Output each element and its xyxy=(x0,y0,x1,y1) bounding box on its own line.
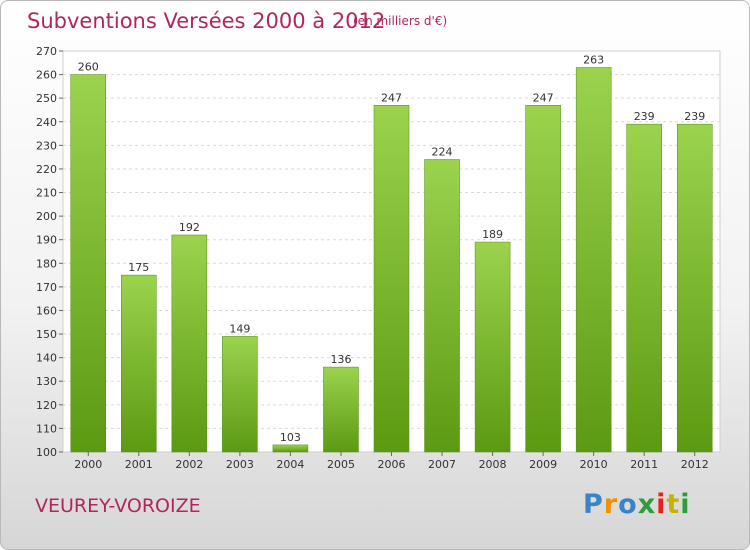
bar-2011 xyxy=(626,123,662,453)
chart-title: Subventions Versées 2000 à 2012 xyxy=(27,9,386,33)
y-tick-label: 100 xyxy=(36,446,57,459)
data-label-2012: 239 xyxy=(684,110,705,123)
proxiti-logo: Proxiti xyxy=(583,489,691,520)
bar-2002 xyxy=(171,234,208,453)
x-tick-label-2003: 2003 xyxy=(226,458,254,471)
y-tick-label: 160 xyxy=(36,304,57,317)
bar-2010 xyxy=(575,67,612,453)
bar-2007 xyxy=(424,159,460,453)
y-tick-label: 180 xyxy=(36,257,57,270)
bar-2005 xyxy=(323,366,359,453)
x-tick-label-2007: 2007 xyxy=(428,458,456,471)
data-label-2010: 263 xyxy=(583,54,604,67)
chart-subtitle: (en milliers d'€) xyxy=(353,14,448,28)
bar-2012 xyxy=(676,123,713,453)
x-tick-label-2001: 2001 xyxy=(125,458,153,471)
x-tick-label-2004: 2004 xyxy=(276,458,304,471)
y-tick-label: 250 xyxy=(36,92,57,105)
y-tick-label: 170 xyxy=(36,281,57,294)
x-tick-label-2009: 2009 xyxy=(529,458,557,471)
bar-2000 xyxy=(70,74,107,453)
y-tick-label: 130 xyxy=(36,375,57,388)
bar-2008 xyxy=(474,241,511,453)
data-label-2002: 192 xyxy=(179,221,200,234)
data-label-2005: 136 xyxy=(330,353,351,366)
x-tick-label-2012: 2012 xyxy=(681,458,709,471)
data-label-2007: 224 xyxy=(432,146,453,159)
y-tick-label: 150 xyxy=(36,328,57,341)
y-tick-label: 120 xyxy=(36,399,57,412)
data-label-2011: 239 xyxy=(634,110,655,123)
y-tick-label: 230 xyxy=(36,139,57,152)
x-tick-label-2008: 2008 xyxy=(479,458,507,471)
location-name: VEUREY-VOROIZE xyxy=(35,495,201,517)
y-tick-label: 210 xyxy=(36,187,57,200)
y-tick-label: 200 xyxy=(36,210,57,223)
x-tick-label-2010: 2010 xyxy=(580,458,608,471)
y-tick-label: 190 xyxy=(36,234,57,247)
y-tick-label: 240 xyxy=(36,116,57,129)
y-tick-label: 140 xyxy=(36,352,57,365)
x-tick-label-2011: 2011 xyxy=(630,458,658,471)
y-tick-label: 260 xyxy=(36,69,57,82)
bar-2001 xyxy=(121,274,157,453)
x-tick-label-2006: 2006 xyxy=(378,458,406,471)
bar-2004 xyxy=(272,444,309,453)
data-label-2004: 103 xyxy=(280,431,301,444)
data-label-2001: 175 xyxy=(128,261,149,274)
y-tick-label: 220 xyxy=(36,163,57,176)
data-label-2003: 149 xyxy=(229,322,250,335)
y-tick-label: 110 xyxy=(36,422,57,435)
y-tick-label: 270 xyxy=(36,45,57,58)
data-label-2000: 260 xyxy=(78,61,99,74)
data-label-2009: 247 xyxy=(533,91,554,104)
bar-2009 xyxy=(525,105,561,453)
bar-2006 xyxy=(373,105,410,453)
x-tick-label-2002: 2002 xyxy=(175,458,203,471)
x-tick-label-2005: 2005 xyxy=(327,458,355,471)
data-label-2006: 247 xyxy=(381,91,402,104)
data-label-2008: 189 xyxy=(482,228,503,241)
x-tick-label-2000: 2000 xyxy=(74,458,102,471)
bar-2003 xyxy=(222,336,258,453)
